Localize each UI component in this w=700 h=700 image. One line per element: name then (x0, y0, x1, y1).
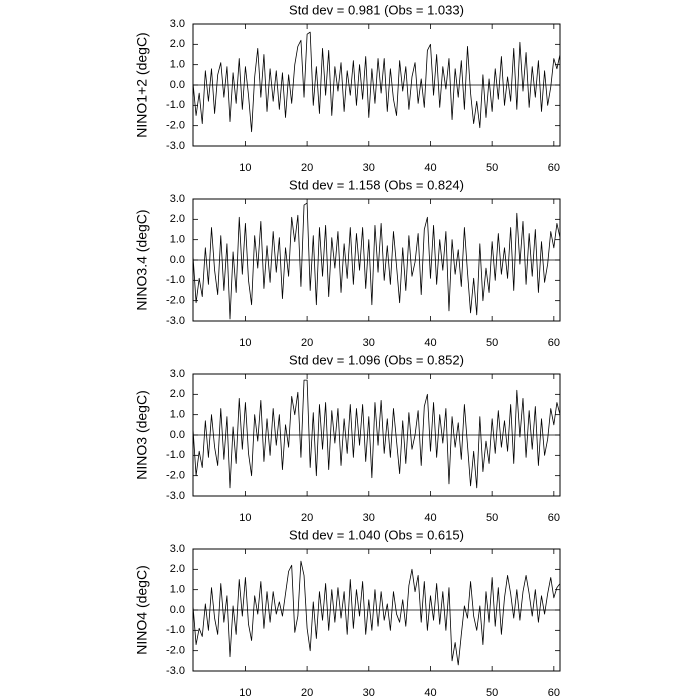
y-tick-label: 2.0 (170, 388, 185, 400)
series-line (192, 560, 561, 666)
y-tick-label: -1.0 (166, 274, 185, 286)
y-tick-label: -1.0 (166, 99, 185, 111)
panel-title: Std dev = 1.040 (Obs = 0.615) (289, 527, 464, 542)
y-axis-label: NINO3.4 (degC) (134, 209, 150, 310)
x-tick-label: 20 (301, 162, 313, 174)
y-tick-label: -1.0 (166, 624, 185, 636)
y-tick-label: 1.0 (170, 409, 185, 421)
y-axis-label: NINO4 (degC) (134, 565, 150, 654)
y-tick-label: 2.0 (170, 38, 185, 50)
series-line (192, 31, 561, 133)
y-tick-label: 0.0 (170, 429, 185, 441)
y-tick-label: -3.0 (166, 490, 185, 502)
y-tick-label: 1.0 (170, 234, 185, 246)
x-tick-label: 10 (239, 337, 251, 349)
x-tick-label: 60 (548, 337, 560, 349)
x-tick-label: 30 (363, 162, 375, 174)
y-tick-label: 1.0 (170, 584, 185, 596)
y-tick-label: -2.0 (166, 120, 185, 132)
y-tick-label: 3.0 (170, 543, 185, 555)
y-tick-label: 0.0 (170, 254, 185, 266)
x-tick-label: 40 (424, 512, 436, 524)
plot-frame (192, 198, 561, 322)
x-tick-label: 50 (486, 337, 498, 349)
y-tick-label: 3.0 (170, 18, 185, 30)
panel-title: Std dev = 1.158 (Obs = 0.824) (289, 177, 464, 192)
panel-title: Std dev = 1.096 (Obs = 0.852) (289, 352, 464, 367)
y-tick-label: -2.0 (166, 645, 185, 657)
y-tick-label: -3.0 (166, 665, 185, 677)
y-axis-label: NINO1+2 (degC) (134, 32, 150, 137)
series-line (192, 379, 561, 489)
y-tick-label: 2.0 (170, 213, 185, 225)
x-tick-label: 50 (486, 162, 498, 174)
x-tick-label: 60 (548, 687, 560, 699)
y-tick-label: -2.0 (166, 470, 185, 482)
x-tick-label: 60 (548, 512, 560, 524)
x-tick-label: 40 (424, 687, 436, 699)
plot-frame (192, 23, 561, 147)
x-tick-label: 20 (301, 512, 313, 524)
x-tick-label: 40 (424, 337, 436, 349)
x-tick-label: 30 (363, 512, 375, 524)
y-tick-label: -3.0 (166, 140, 185, 152)
plot-frame (192, 548, 561, 672)
y-tick-label: 3.0 (170, 368, 185, 380)
x-tick-label: 30 (363, 687, 375, 699)
x-tick-label: 50 (486, 687, 498, 699)
series-line (192, 202, 561, 320)
x-tick-label: 50 (486, 512, 498, 524)
x-tick-label: 40 (424, 162, 436, 174)
x-tick-label: 30 (363, 337, 375, 349)
y-tick-label: -2.0 (166, 295, 185, 307)
x-tick-label: 20 (301, 687, 313, 699)
plot-frame (192, 373, 561, 497)
y-tick-label: 0.0 (170, 79, 185, 91)
panel-title: Std dev = 0.981 (Obs = 1.033) (289, 2, 464, 17)
y-tick-label: 2.0 (170, 563, 185, 575)
x-tick-label: 60 (548, 162, 560, 174)
y-tick-label: -1.0 (166, 449, 185, 461)
y-axis-label: NINO3 (degC) (134, 390, 150, 479)
x-tick-label: 10 (239, 512, 251, 524)
y-tick-label: 1.0 (170, 59, 185, 71)
x-tick-label: 10 (239, 687, 251, 699)
x-tick-label: 20 (301, 337, 313, 349)
x-tick-label: 10 (239, 162, 251, 174)
y-tick-label: 3.0 (170, 193, 185, 205)
y-tick-label: -3.0 (166, 315, 185, 327)
y-tick-label: 0.0 (170, 604, 185, 616)
